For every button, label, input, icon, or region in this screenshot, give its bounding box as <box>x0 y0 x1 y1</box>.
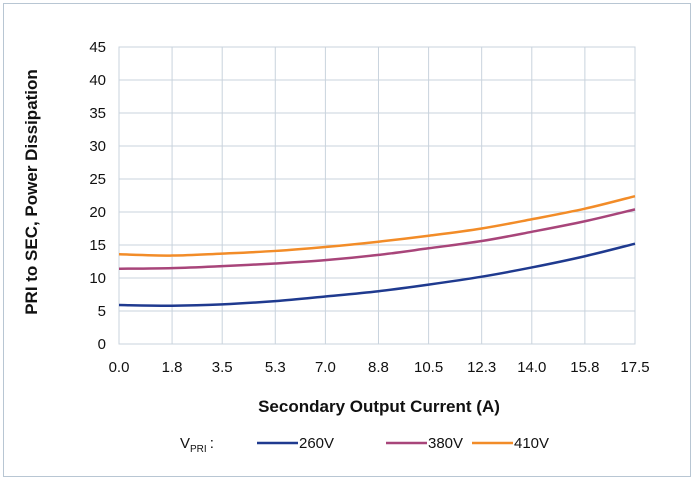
y-tick-label: 5 <box>98 303 106 320</box>
x-tick-label: 17.5 <box>620 359 649 376</box>
x-tick-label: 5.3 <box>265 359 286 376</box>
x-axis-title: Secondary Output Current (A) <box>258 397 500 416</box>
x-tick-label: 7.0 <box>315 359 336 376</box>
legend-entry-410v: 410V <box>514 435 549 452</box>
x-tick-labels: 0.0 1.8 3.5 5.3 7.0 8.8 10.5 12.3 14.0 15.8 17.5 <box>109 359 650 376</box>
plot-border <box>119 47 635 344</box>
y-tick-label: 10 <box>89 270 106 287</box>
series-lines <box>119 196 635 306</box>
legend: VPRI: 260V 380V 410V <box>180 435 549 455</box>
x-tick-label: 15.8 <box>570 359 599 376</box>
legend-label: VPRI: <box>180 435 214 455</box>
y-tick-label: 35 <box>89 105 106 122</box>
series-line-380v <box>119 209 635 268</box>
y-tick-labels: 0 5 10 15 20 25 30 35 40 45 <box>89 39 106 353</box>
y-tick-label: 25 <box>89 171 106 188</box>
x-tick-label: 10.5 <box>414 359 443 376</box>
x-tick-label: 0.0 <box>109 359 130 376</box>
y-tick-label: 0 <box>98 336 106 353</box>
legend-entry-380v: 380V <box>428 435 463 452</box>
x-tick-label: 12.3 <box>467 359 496 376</box>
line-chart: 0 5 10 15 20 25 30 35 40 45 0.0 1.8 3.5 5.3 7.0 8.8 10.… <box>4 4 692 478</box>
grid-lines <box>119 47 635 344</box>
y-axis-title: PRI to SEC, Power Dissipation <box>22 69 41 315</box>
y-tick-label: 45 <box>89 39 106 56</box>
chart-frame: 0 5 10 15 20 25 30 35 40 45 0.0 1.8 3.5 5.3 7.0 8.8 10.… <box>3 3 691 477</box>
y-tick-label: 20 <box>89 204 106 221</box>
x-tick-label: 8.8 <box>368 359 389 376</box>
legend-entry-260v: 260V <box>299 435 334 452</box>
plot-area <box>119 47 635 344</box>
series-line-260v <box>119 244 635 306</box>
y-tick-label: 40 <box>89 72 106 89</box>
x-tick-label: 3.5 <box>212 359 233 376</box>
x-tick-label: 14.0 <box>517 359 546 376</box>
x-tick-label: 1.8 <box>162 359 183 376</box>
y-tick-label: 15 <box>89 237 106 254</box>
y-tick-label: 30 <box>89 138 106 155</box>
